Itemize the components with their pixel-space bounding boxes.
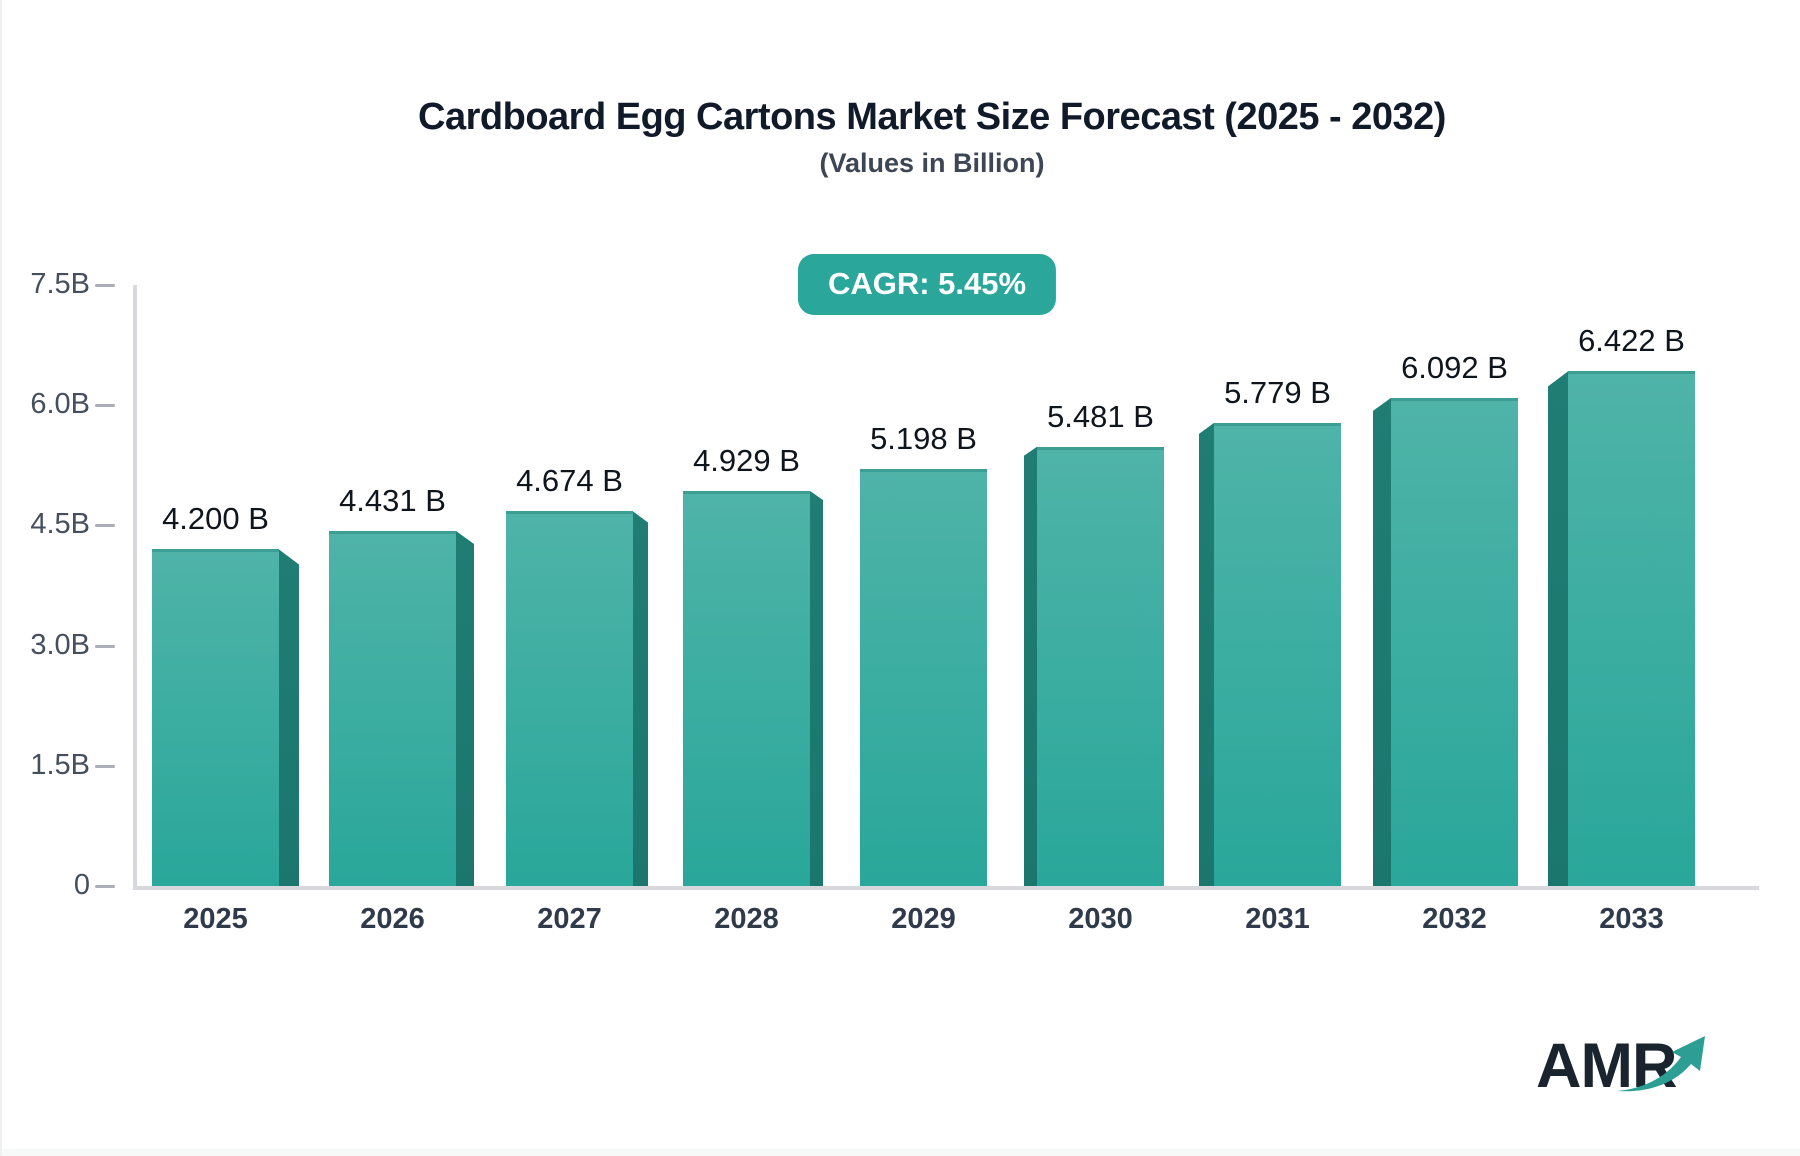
bar-2032 [1391,397,1518,886]
bar-side-2032 [1373,397,1391,886]
y-tick [95,885,115,888]
y-tick [95,524,115,528]
bar-value-label: 4.200 B [162,501,269,537]
y-tick [95,284,115,288]
bar-2033 [1568,371,1695,886]
cagr-badge: CAGR: 5.45% [797,254,1057,315]
bar-side-2031 [1199,422,1214,886]
bar-side-2026 [456,530,474,886]
bar-value-label: 6.092 B [1401,349,1508,385]
y-axis-line [133,285,137,890]
y-tick-label: 0 [73,869,90,901]
bar-2031 [1214,422,1341,886]
bar-value-label: 4.674 B [516,463,623,499]
growth-arrow-icon [1617,1036,1705,1092]
x-axis-line [133,886,1759,890]
bar-side-2028 [810,491,823,886]
y-tick-label: 6.0B [30,388,90,421]
y-tick [95,404,115,408]
bar-2027 [506,511,633,886]
amr-logo-text: AMR [1536,1031,1677,1101]
bar-value-label: 5.481 B [1047,398,1154,434]
bar-side-2030 [1024,446,1037,886]
bar-value-label: 4.929 B [693,443,800,479]
amr-logo: AMR [1536,1030,1716,1110]
y-tick-label: 4.5B [30,508,90,541]
chart-title: Cardboard Egg Cartons Market Size Foreca… [418,96,1446,138]
y-tick-label: 1.5B [30,748,90,781]
y-tick [95,764,115,768]
page-edge [2,1149,1800,1156]
bar-side-2025 [279,549,299,886]
bar-2026 [329,530,456,886]
bar-value-label: 5.198 B [870,421,977,457]
x-axis-label-2026: 2026 [360,903,425,935]
x-axis-label-2032: 2032 [1422,903,1487,935]
bar-2030 [1037,446,1164,886]
y-tick-label: 7.5B [30,268,90,301]
x-axis-label-2029: 2029 [891,903,956,935]
bar-side-2033 [1548,371,1568,886]
y-tick-label: 3.0B [30,628,90,661]
x-axis-label-2027: 2027 [537,903,602,935]
y-tick [95,644,115,648]
bar-value-label: 4.431 B [339,482,446,518]
bar-value-label: 6.422 B [1578,323,1685,359]
x-axis-label-2030: 2030 [1068,903,1133,935]
bar-side-2027 [633,511,648,886]
x-axis-label-2025: 2025 [183,903,248,935]
bar-2025 [152,549,279,886]
x-axis-label-2033: 2033 [1599,903,1664,935]
bar-value-label: 5.779 B [1224,374,1331,410]
chart-subtitle: (Values in Billion) [819,148,1045,178]
bar-2028 [683,491,810,886]
bar-2029 [860,469,987,886]
x-axis-label-2031: 2031 [1245,903,1310,935]
x-axis-label-2028: 2028 [714,903,779,935]
